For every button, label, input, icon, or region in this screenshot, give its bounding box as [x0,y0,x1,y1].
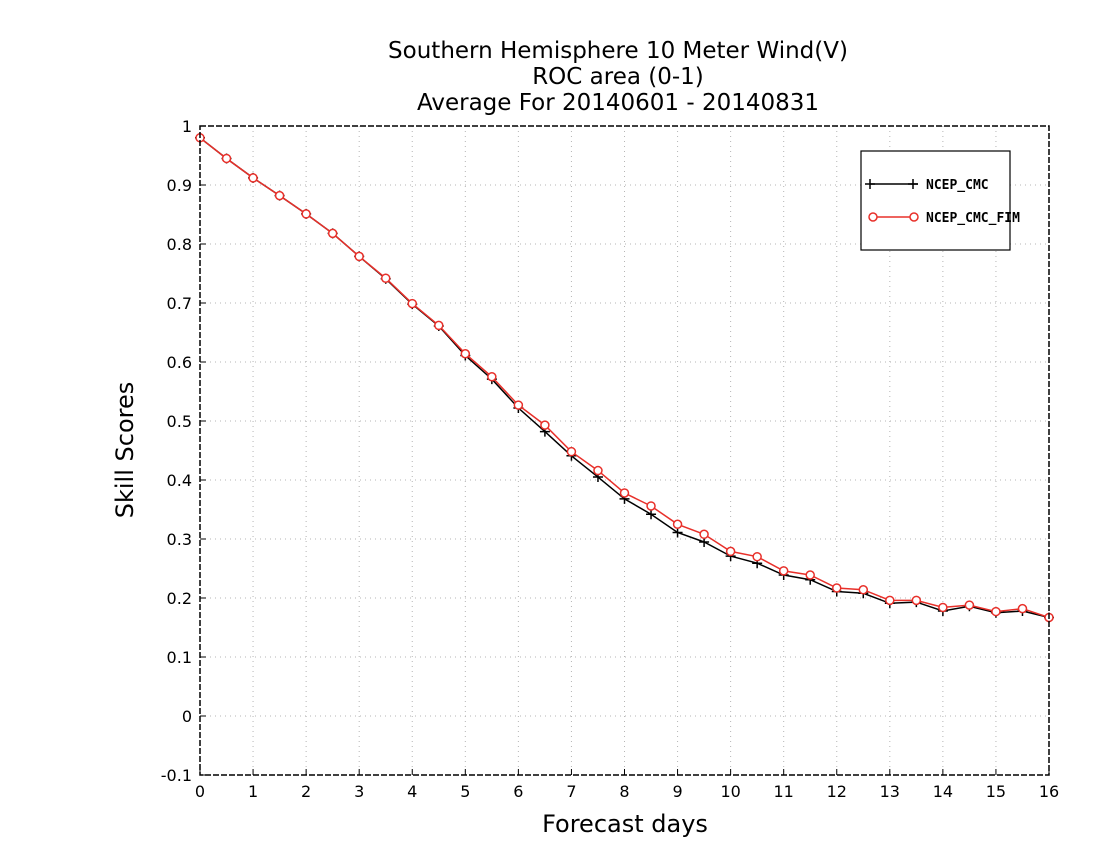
data-point-ncep-cmc-fim [327,228,338,239]
data-point-ncep-cmc [646,509,657,520]
data-point-ncep-cmc-fim [593,465,603,476]
legend-label-ncep-cmc-fim: NCEP_CMC_FIM [926,211,1020,226]
x-tick-label: 1 [248,782,258,801]
data-point-ncep-cmc-fim [566,446,577,457]
x-tick-label: 12 [827,782,847,801]
y-axis-label: Skill Scores [111,382,139,519]
data-point-ncep-cmc-fim [752,551,762,562]
y-tick-label: 1 [182,117,192,136]
legend-marker-circle-right [909,212,919,222]
data-point-ncep-cmc-fim [991,606,1001,617]
y-tick-label: 0.5 [167,412,192,431]
x-tick-label: 7 [566,782,576,801]
y-tick-label: 0.2 [167,589,192,608]
data-point-ncep-cmc-fim [540,420,550,430]
title-line-3: Average For 20140601 - 20140831 [417,90,819,116]
x-tick-label: 0 [195,782,205,801]
data-point-ncep-cmc-fim [513,400,524,410]
data-point-ncep-cmc-fim [487,372,497,382]
data-point-ncep-cmc-fim [911,595,922,606]
data-point-ncep-cmc-fim [407,298,417,309]
data-point-ncep-cmc-fim [646,501,656,511]
legend-item-ncep-cmc-fim: NCEP_CMC_FIM [868,211,1020,226]
axis-ticks [199,125,1050,776]
data-point-ncep-cmc-fim [619,488,630,498]
y-tick-label: 0 [182,707,192,726]
data-point-ncep-cmc-fim [832,583,842,593]
grid [200,126,1049,775]
x-tick-labels: 0 1 2 3 4 5 6 7 8 9 10 11 12 13 14 15 16 [195,782,1059,801]
legend-label-ncep-cmc: NCEP_CMC [926,178,989,193]
legend: NCEP_CMC NCEP_CMC_FIM [860,150,1020,251]
x-tick-label: 3 [354,782,364,801]
x-tick-label: 15 [986,782,1006,801]
x-tick-label: 8 [619,782,629,801]
y-tick-label: 0.4 [167,471,192,490]
data-point-ncep-cmc-fim [1017,603,1028,614]
legend-marker-plus [865,179,918,189]
data-point-ncep-cmc-fim [460,348,471,359]
legend-box [860,150,1011,251]
x-tick-label: 13 [880,782,900,801]
data-point-ncep-cmc-fim [805,570,815,580]
data-point-ncep-cmc-fim [885,595,895,606]
y-tick-label: -0.1 [161,766,192,785]
data-point-ncep-cmc-fim [248,173,258,183]
data-point-ncep-cmc-fim [380,273,391,283]
x-tick-label: 10 [720,782,740,801]
data-point-ncep-cmc-fim [221,153,232,164]
y-tick-label: 0.7 [167,294,192,313]
x-axis-label: Forecast days [542,810,708,838]
title-line-1: Southern Hemisphere 10 Meter Wind(V) [388,38,848,64]
y-tick-label: 0.6 [167,353,192,372]
y-tick-label: 0.8 [167,235,192,254]
x-tick-label: 11 [774,782,794,801]
legend-marker-circle-left [868,212,878,222]
y-tick-label: 0.1 [167,648,192,667]
x-tick-label: 5 [460,782,470,801]
data-point-ncep-cmc-fim [274,190,285,201]
data-point-ncep-cmc [672,527,683,538]
data-point-ncep-cmc-fim [938,602,948,613]
legend-item-ncep-cmc: NCEP_CMC [865,178,989,193]
data-point-ncep-cmc-fim [778,566,789,576]
x-tick-label: 2 [301,782,311,801]
y-tick-label: 0.9 [167,176,192,195]
data-point-ncep-cmc-fim [725,546,736,557]
series [195,132,1054,623]
x-tick-label: 16 [1039,782,1059,801]
data-point-ncep-cmc-fim [301,209,311,219]
data-point-ncep-cmc-fim [699,529,709,540]
data-point-ncep-cmc-fim [672,519,683,529]
data-point-ncep-cmc-fim [858,584,869,595]
x-tick-label: 4 [407,782,417,801]
chart-title: Southern Hemisphere 10 Meter Wind(V) ROC… [388,38,848,116]
title-line-2: ROC area (0-1) [532,64,704,90]
data-point-ncep-cmc-fim [434,320,444,331]
y-tick-labels: -0.1 0 0.1 0.2 0.3 0.4 0.5 0.6 0.7 0.8 0.9 1 [161,117,192,785]
data-point-ncep-cmc-fim [354,251,364,262]
x-tick-label: 14 [933,782,953,801]
x-tick-label: 9 [672,782,682,801]
data-point-ncep-cmc-fim [964,600,975,610]
x-tick-label: 6 [513,782,523,801]
y-tick-label: 0.3 [167,530,192,549]
plot-frame [199,125,1050,776]
